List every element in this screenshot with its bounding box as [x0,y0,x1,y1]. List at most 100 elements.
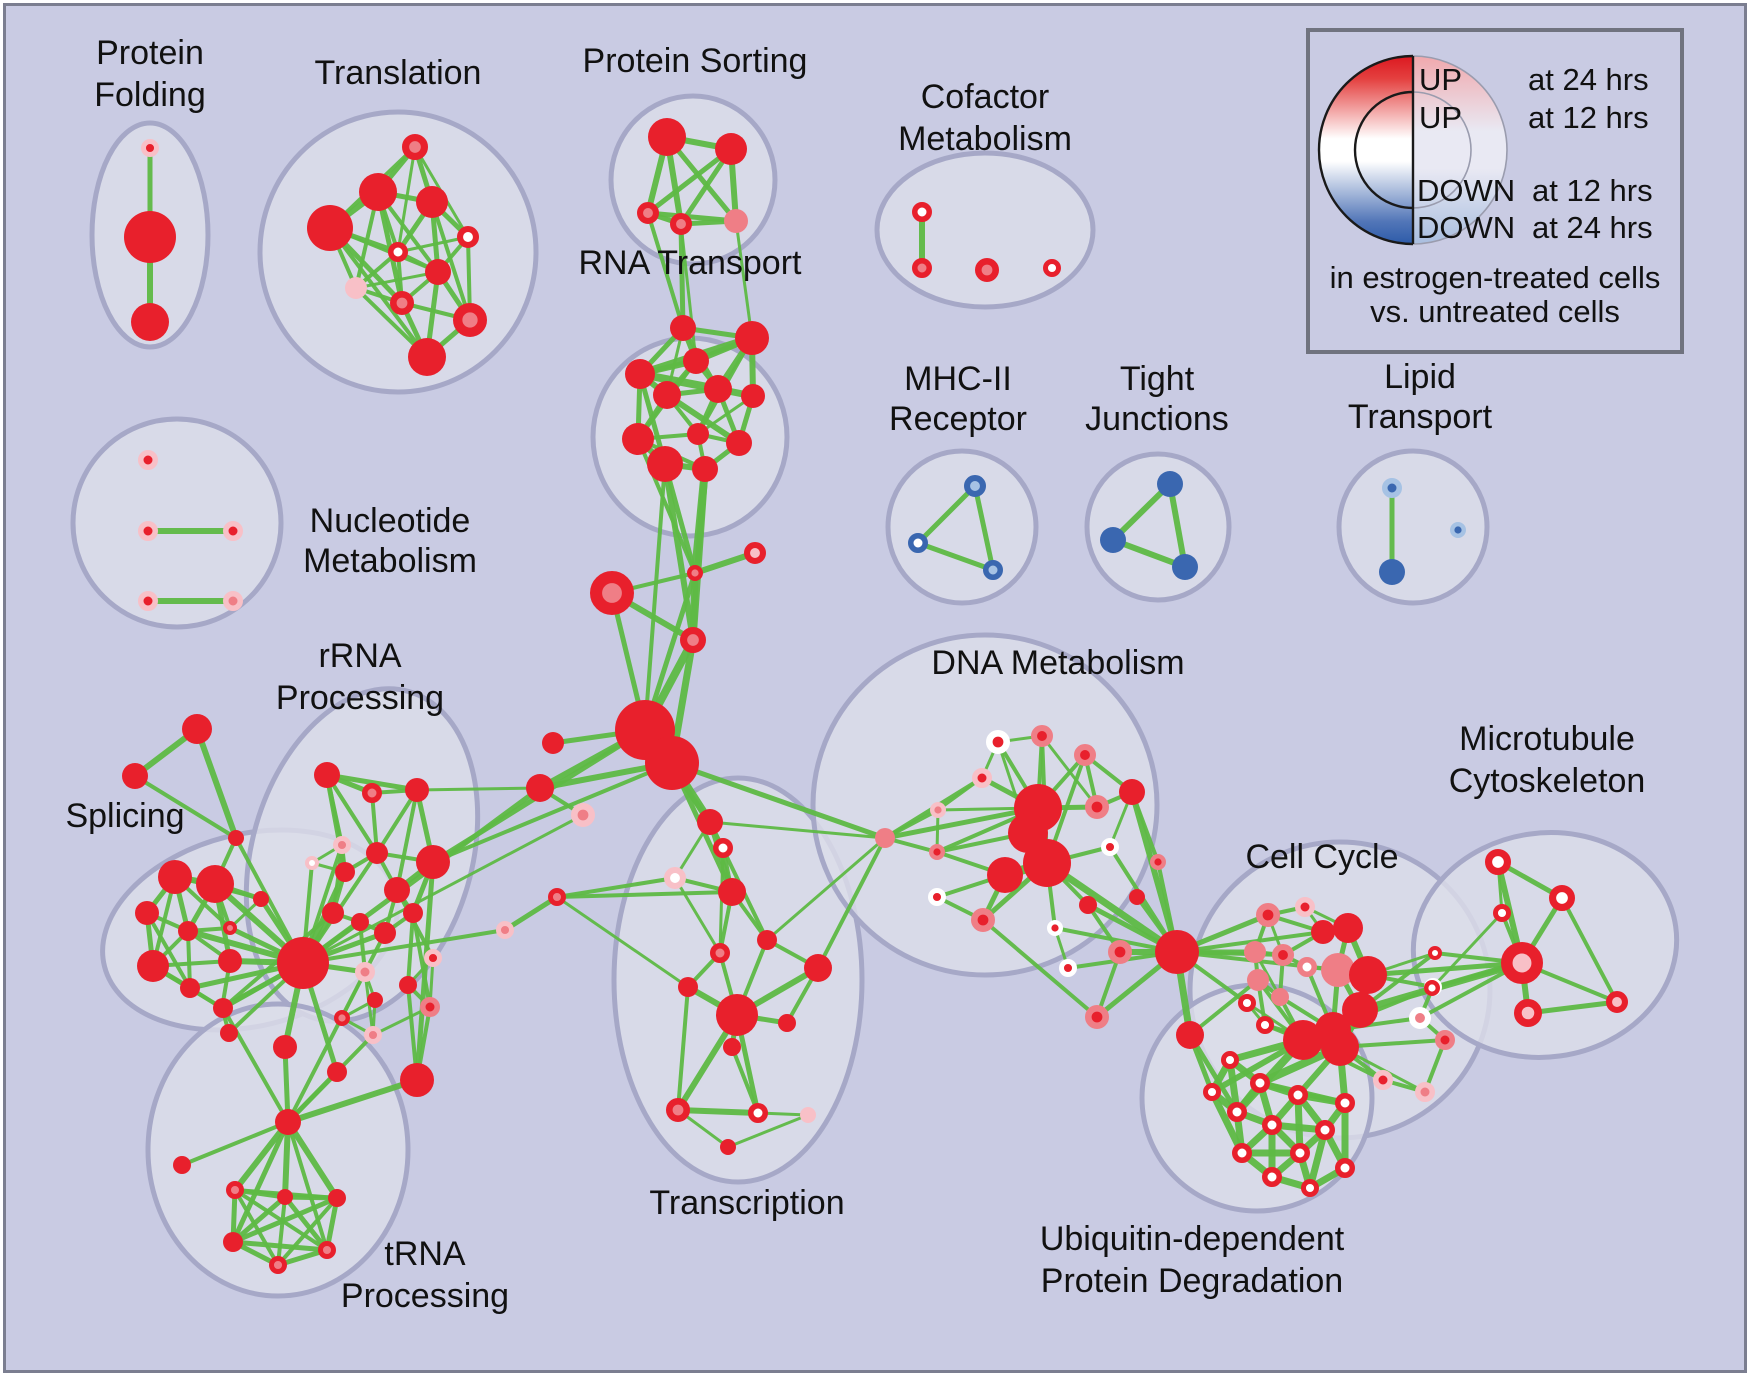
cluster-label: Cytoskeleton [1449,762,1646,800]
gene-node [213,998,233,1018]
gene-node [327,1062,347,1082]
interaction-edge [328,226,429,359]
legend-left-half-strong [1319,56,1413,244]
gene-node [1606,991,1629,1014]
gene-node [122,763,148,789]
gene-node [589,570,634,615]
interaction-edge [676,985,690,1112]
gene-node [547,887,566,906]
gene-node [744,542,767,565]
cluster-label: Nucleotide [310,502,471,540]
gene-node [220,1024,238,1042]
gene-node [1058,958,1077,977]
gene-node [930,802,947,819]
gene-node [402,133,429,160]
interaction-edge [765,836,887,942]
gene-node [622,423,654,455]
gene-node [720,1139,736,1155]
gene-node [718,878,746,906]
cluster-label: Processing [341,1277,509,1315]
cluster-label: Microtubule [1459,720,1635,758]
gene-node [400,1063,434,1097]
cluster-bubble-nucleotide-metabolism [70,416,284,630]
gene-node [173,1156,191,1174]
gene-node [218,949,242,973]
gene-node [384,877,410,903]
gene-node [1335,1093,1355,1113]
gene-node [355,962,375,982]
gene-node [135,901,159,925]
gene-node [138,591,158,611]
gene-node [912,202,932,222]
gene-node [452,302,487,337]
legend-caption-line2: vs. untreated cells [1370,294,1620,329]
interaction-edge [555,890,734,899]
gene-node [1255,1015,1274,1034]
gene-node [972,768,992,788]
gene-node [1435,1030,1455,1050]
gene-node [1290,1143,1310,1163]
cluster-label: tRNA [384,1235,466,1273]
gene-node [416,186,448,218]
gene-node [178,921,198,941]
gene-node [1149,854,1166,871]
cluster-label: Protein [96,34,204,72]
gene-node [1172,554,1198,580]
cluster-bubble-tight-junctions [1084,451,1232,603]
gene-node [1449,522,1466,539]
cluster-label: Processing [276,679,444,717]
gene-node [223,591,243,611]
gene-node [137,950,169,982]
gene-node [335,862,355,882]
interaction-edge [324,772,420,793]
gene-node [1023,839,1071,887]
gene-node [1311,920,1335,944]
legend-dir-up12: UP [1419,100,1462,135]
gene-node [131,303,169,341]
cluster-label: Protein Sorting [583,42,808,80]
interaction-edge [730,1045,760,1115]
legend-inner-ring-left-arc [1353,90,1414,210]
interaction-edge [411,911,432,1009]
gene-node [403,903,423,923]
interaction-edge [230,1194,288,1245]
interaction-edge [282,1194,330,1253]
gene-node [223,1232,243,1252]
gene-node [138,450,158,470]
cluster-label: Cell Cycle [1245,838,1398,876]
gene-node [277,937,329,989]
gene-node [1237,993,1256,1012]
gene-node [648,118,686,156]
gene-node [1262,1167,1282,1187]
interaction-edge [233,1188,280,1267]
gene-node [1484,849,1511,876]
gene-node [985,729,1010,754]
interaction-edge [678,221,686,331]
gene-node [1100,837,1119,856]
interaction-edge [816,836,887,970]
gene-node [687,423,709,445]
gene-node [1085,1004,1110,1029]
interaction-edge [1365,960,1525,978]
interaction-edge [664,392,742,446]
legend-time-down12: at 12 hrs [1532,173,1653,208]
interaction-edge [415,786,542,792]
interaction-edge [180,1120,290,1167]
interaction-edge [675,1107,761,1116]
interaction-edge [1110,481,1173,543]
gene-node [683,348,709,374]
gene-node [964,474,987,497]
cluster-label: Folding [94,76,206,114]
cluster-label: Junctions [1085,400,1229,438]
gene-node [1501,942,1544,985]
gene-node [715,133,747,165]
gene-node [1415,1082,1435,1102]
interaction-edge [1167,481,1188,570]
gene-node [664,867,687,890]
gene-node [804,954,832,982]
gene-node [305,856,319,870]
interaction-edge [734,219,754,340]
gene-node [138,521,158,541]
